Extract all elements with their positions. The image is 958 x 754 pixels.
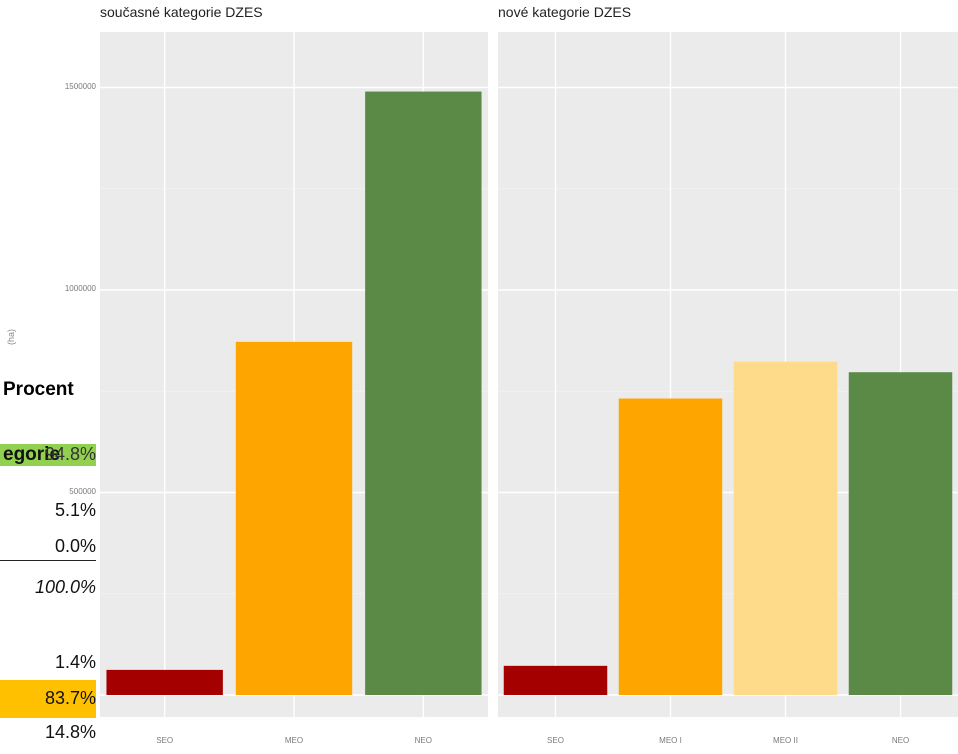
panel-current (100, 32, 488, 717)
bar-neo (848, 372, 953, 695)
y-tick-label: 1000000 (64, 284, 96, 293)
overlay-row2-2: 83.7% (44, 688, 96, 708)
chart-current-svg (100, 32, 488, 717)
x-tick-label: NEO (891, 736, 910, 745)
overlay-divider (0, 560, 96, 561)
bar-seo (503, 665, 608, 695)
panel-new (498, 32, 958, 717)
y-tick-label: 1500000 (64, 81, 96, 91)
y-axis-label: (ha) (6, 328, 16, 345)
panel-title-current: současné kategorie DZES (100, 4, 263, 20)
chart-new-svg (498, 32, 958, 717)
x-tick-label: MEO I (659, 736, 682, 745)
y-tick-label: 500000 (69, 486, 96, 496)
x-tick-label: MEO (284, 736, 304, 745)
bar-neo (365, 91, 482, 696)
overlay-yellow-row (0, 680, 96, 718)
bar-meo-i (618, 398, 723, 695)
overlay-row-1: 5.1% (54, 500, 96, 520)
x-tick-label: MEO II (773, 736, 798, 745)
overlay-table-header: Procent (0, 378, 96, 444)
overlay-green-row (0, 444, 96, 466)
panel-title-new: nové kategorie DZES (498, 4, 632, 20)
overlay-header-text: Procent (3, 379, 74, 400)
overlay-row2-1: 1.4% (54, 652, 96, 672)
bar-seo (106, 669, 223, 695)
overlay-total: 100.0% (34, 577, 96, 597)
bar-meo (235, 341, 353, 695)
bar-meo-ii (733, 361, 838, 695)
overlay-row2-3: 14.8% (44, 722, 96, 742)
x-tick-label: SEO (156, 736, 174, 745)
x-tick-label: SEO (547, 736, 564, 745)
overlay-row-2: 0.0% (54, 536, 96, 556)
x-tick-label: NEO (414, 736, 432, 745)
overlay-green-label: egorie (3, 444, 61, 465)
overlay-green-value: 94.8% (44, 444, 96, 464)
